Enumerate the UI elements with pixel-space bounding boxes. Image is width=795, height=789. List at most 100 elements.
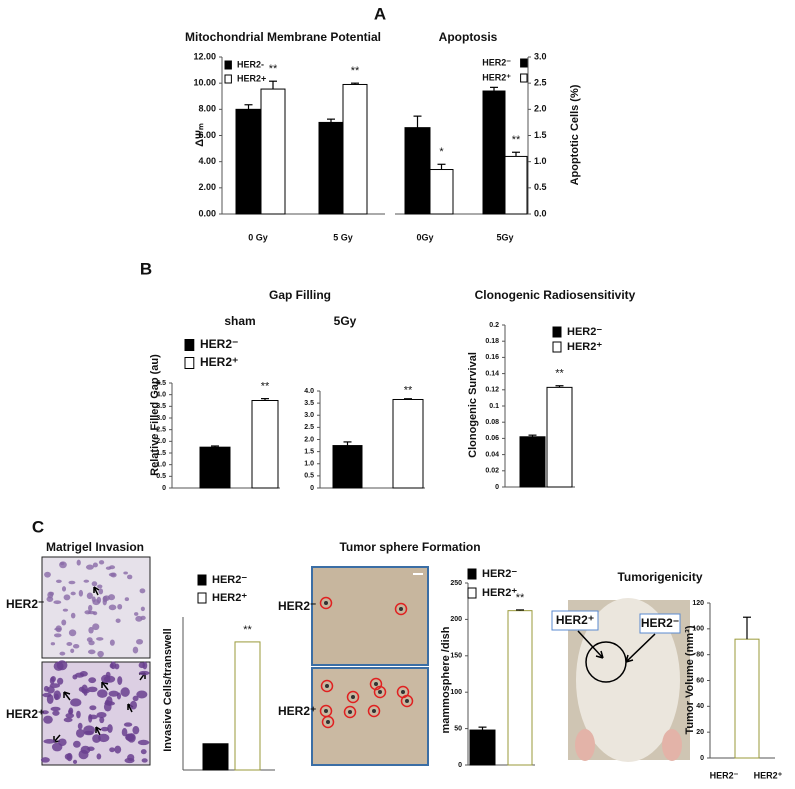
label-box (551, 610, 599, 631)
cell (50, 706, 61, 712)
cell (68, 629, 77, 637)
cell (55, 625, 62, 633)
y-tick-label: 2.5 (156, 427, 166, 434)
y-tick-label: 3.0 (304, 412, 314, 419)
cell (89, 705, 97, 711)
chart-title: sham (224, 314, 255, 328)
legend-swatch (224, 74, 232, 84)
cell (98, 588, 104, 595)
cell (74, 672, 85, 678)
y-tick-label: 1.0 (304, 461, 314, 468)
image-label: HER2⁺ (6, 707, 44, 721)
cell (88, 640, 95, 646)
sphere-dot (374, 682, 378, 686)
chart-title: 5Gy (334, 314, 357, 328)
y-tick-label: 6.00 (198, 130, 216, 140)
legend-label: HER2⁺ (567, 341, 602, 353)
cell (43, 739, 56, 744)
cell (59, 651, 66, 656)
cell (40, 757, 50, 763)
bar (519, 436, 546, 488)
cell (52, 710, 60, 716)
significance: ** (512, 134, 521, 146)
cell (92, 599, 100, 606)
cell (140, 615, 146, 621)
cell (97, 650, 104, 658)
x-tick-label: 5 Gy (333, 232, 353, 242)
x-tick-label: 0 Gy (248, 232, 268, 242)
y-tick-label: 12.00 (193, 51, 216, 61)
cell (77, 722, 83, 730)
cell (75, 728, 85, 738)
image-label: HER2⁻ (6, 597, 44, 611)
legend-label: HER2⁻ (200, 337, 238, 351)
y-tick-label: 50 (454, 725, 462, 732)
bar (234, 641, 261, 771)
legend-swatch (552, 341, 562, 353)
y-axis-label: Clonogenic Survival (467, 352, 479, 458)
y-tick-label: 0.5 (304, 473, 314, 480)
y-tick-label: 3.5 (156, 403, 166, 410)
cell (126, 574, 133, 580)
sphere-dot (405, 699, 409, 703)
mouse (576, 598, 680, 762)
cell (104, 701, 115, 706)
y-tick-label: 2.00 (198, 182, 216, 192)
chart-title: Mitochondrial Membrane Potential (185, 30, 381, 44)
y-tick-label: 0 (458, 762, 462, 769)
cell (138, 670, 150, 676)
significance: ** (555, 368, 564, 380)
y-tick-label: 40 (696, 703, 704, 710)
cell (96, 711, 107, 719)
bar (199, 446, 231, 489)
y-tick-label: 1.5 (304, 448, 314, 455)
y-tick-label: 100 (450, 689, 462, 696)
arrow (577, 630, 604, 659)
cell (110, 661, 117, 670)
cell (102, 598, 107, 606)
cell (125, 733, 135, 742)
legend-label: HER2⁻ (482, 57, 511, 67)
cell (97, 689, 108, 698)
bar (546, 386, 573, 488)
bar (251, 400, 279, 489)
cell (62, 608, 69, 612)
cell (53, 690, 61, 700)
cell (68, 709, 73, 715)
sphere-circle (373, 685, 387, 699)
y-tick-label: 100 (692, 626, 704, 633)
sphere-dot (348, 710, 352, 714)
cell (83, 579, 90, 583)
y-tick-label: 0.16 (485, 354, 499, 361)
x-tick-label: 0Gy (416, 232, 433, 242)
y-tick-label: 0.18 (485, 338, 499, 345)
arrow (625, 633, 656, 663)
y-tick-label: 2.0 (304, 436, 314, 443)
bar (482, 90, 506, 215)
panel-label: C (32, 517, 44, 536)
legend-label: HER2⁺ (200, 355, 238, 369)
bar (235, 108, 262, 215)
cell (121, 728, 128, 737)
cell (127, 754, 135, 762)
cell (51, 742, 63, 752)
sphere-dot (325, 684, 329, 688)
sphere-dot (324, 709, 328, 713)
cell (114, 745, 122, 754)
y-axis-label: ΔΨₘ (194, 123, 206, 147)
sphere-circle (400, 694, 414, 708)
cell (140, 606, 145, 612)
legend-label: HER2+ (237, 73, 266, 83)
legend-swatch (197, 592, 207, 604)
y-tick-label: 4.0 (156, 392, 166, 399)
cell (44, 571, 51, 578)
y-tick-label: 2.5 (304, 424, 314, 431)
cell (66, 642, 73, 646)
y-tick-label: 0.02 (485, 468, 499, 475)
y-axis-label: Invasive Cells/transwell (162, 628, 174, 752)
cell (88, 677, 97, 684)
cell (72, 759, 78, 764)
label-box (639, 613, 681, 634)
cell (134, 612, 139, 616)
y-tick-label: 3.0 (156, 415, 166, 422)
